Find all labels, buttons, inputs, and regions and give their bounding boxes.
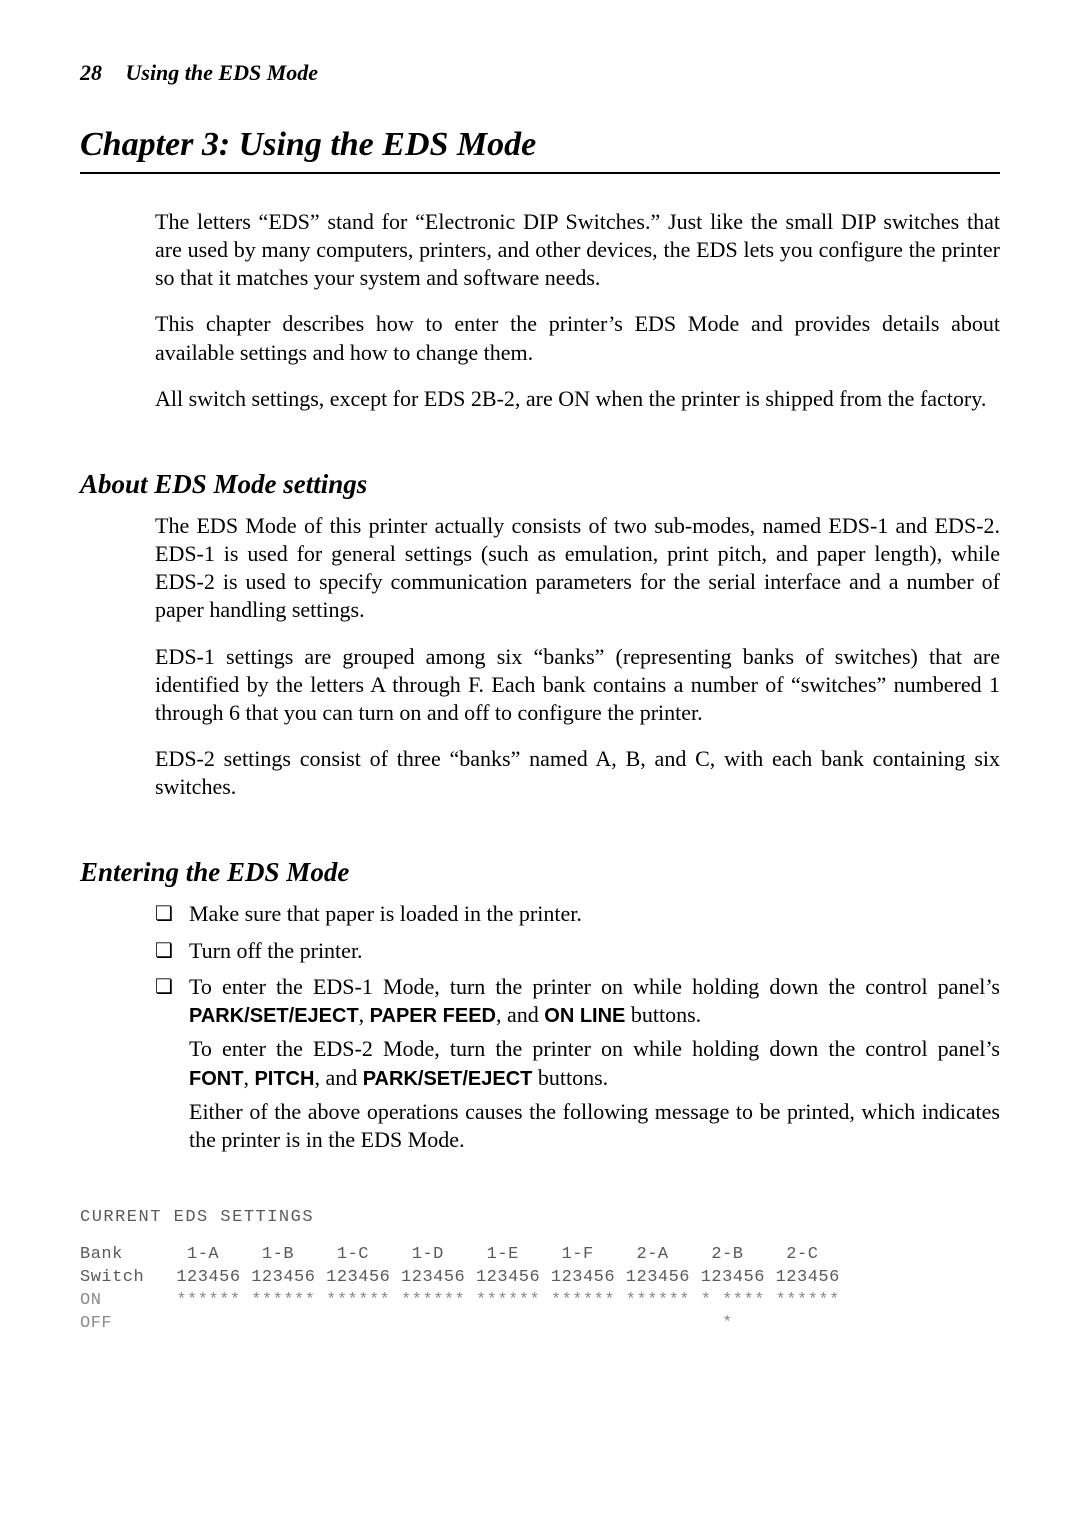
section-entering-heading: Entering the EDS Mode	[80, 857, 349, 887]
step3a-pre: To enter the EDS-1 Mode, turn the printe…	[189, 974, 1000, 999]
button-label-font: FONT	[189, 1068, 243, 1090]
step-item: ❏ Turn off the printer.	[155, 937, 1000, 965]
step3a-mid1: ,	[359, 1002, 370, 1027]
page-number: 28	[80, 60, 102, 85]
step-1-text: Make sure that paper is loaded in the pr…	[189, 900, 1000, 928]
running-head: 28 Using the EDS Mode	[80, 60, 1000, 86]
step-3-text: To enter the EDS-1 Mode, turn the printe…	[189, 973, 1000, 1155]
step3b-pre: To enter the EDS-2 Mode, turn the printe…	[189, 1036, 1000, 1061]
printout-row-bank: Bank 1-A 1-B 1-C 1-D 1-E 1-F 2-A 2-B 2-C	[80, 1245, 818, 1264]
bullet-icon: ❏	[155, 900, 189, 926]
chapter-rule	[80, 172, 1000, 174]
page: 28 Using the EDS Mode Chapter 3: Using t…	[0, 0, 1080, 1399]
step-2-text: Turn off the printer.	[189, 937, 1000, 965]
chapter-title: Chapter 3: Using the EDS Mode	[80, 126, 1000, 164]
printout-row-switch: Switch 123456 123456 123456 123456 12345…	[80, 1268, 840, 1287]
step3b-mid1: ,	[243, 1065, 254, 1090]
bullet-icon: ❏	[155, 937, 189, 963]
button-label-park-set-eject: PARK/SET/EJECT	[189, 1005, 359, 1027]
intro-block: The letters “EDS” stand for “Electronic …	[155, 208, 1000, 413]
section-about-heading: About EDS Mode settings	[80, 469, 367, 499]
section-about-heading-wrap: About EDS Mode settings	[80, 469, 1000, 500]
step3b-mid2: , and	[314, 1065, 362, 1090]
printout-row-off: OFF *	[80, 1314, 733, 1333]
section-about-p3: EDS-2 settings consist of three “banks” …	[155, 745, 1000, 801]
section-about-body: The EDS Mode of this printer actually co…	[155, 512, 1000, 801]
printout-title: CURRENT EDS SETTINGS	[80, 1207, 1000, 1230]
step3c: Either of the above operations causes th…	[189, 1098, 1000, 1154]
printout-block: CURRENT EDS SETTINGS Bank 1-A 1-B 1-C 1-D…	[80, 1184, 1000, 1359]
button-label-paper-feed: PAPER FEED	[370, 1005, 496, 1027]
step3a-post: buttons.	[625, 1002, 701, 1027]
step-item: ❏ To enter the EDS-1 Mode, turn the prin…	[155, 973, 1000, 1155]
section-about-p2: EDS-1 settings are grouped among six “ba…	[155, 643, 1000, 727]
button-label-pitch: PITCH	[254, 1068, 314, 1090]
intro-p3: All switch settings, except for EDS 2B-2…	[155, 385, 1000, 413]
intro-p1: The letters “EDS” stand for “Electronic …	[155, 208, 1000, 292]
step3a-mid2: , and	[496, 1002, 544, 1027]
section-about-p1: The EDS Mode of this printer actually co…	[155, 512, 1000, 625]
bullet-icon: ❏	[155, 973, 189, 999]
section-entering-heading-wrap: Entering the EDS Mode	[80, 857, 1000, 888]
running-title: Using the EDS Mode	[126, 60, 319, 85]
button-label-park-set-eject-2: PARK/SET/EJECT	[363, 1068, 533, 1090]
printout-row-on: ON ****** ****** ****** ****** ****** **…	[80, 1291, 840, 1310]
step-item: ❏ Make sure that paper is loaded in the …	[155, 900, 1000, 928]
intro-p2: This chapter describes how to enter the …	[155, 310, 1000, 366]
steps-list: ❏ Make sure that paper is loaded in the …	[155, 900, 1000, 1154]
step3b-post: buttons.	[532, 1065, 608, 1090]
button-label-on-line: ON LINE	[544, 1005, 625, 1027]
step3b: To enter the EDS-2 Mode, turn the printe…	[189, 1035, 1000, 1092]
